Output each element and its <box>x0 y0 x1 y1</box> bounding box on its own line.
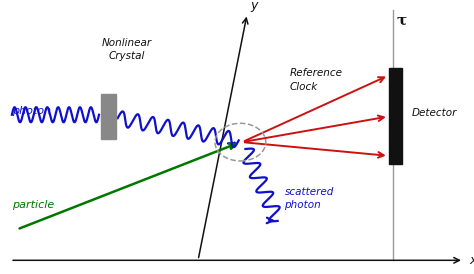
Text: x: x <box>469 254 474 267</box>
Text: particle: particle <box>12 201 54 210</box>
Bar <box>100 94 116 139</box>
Text: τ: τ <box>396 14 406 28</box>
Text: y: y <box>251 0 258 12</box>
Text: photon: photon <box>12 106 51 116</box>
Bar <box>389 68 401 164</box>
Text: Reference
Clock: Reference Clock <box>290 68 343 92</box>
Text: Nonlinear
Crystal: Nonlinear Crystal <box>102 38 152 61</box>
Text: scattered
photon: scattered photon <box>284 187 334 210</box>
Text: Detector: Detector <box>411 108 457 118</box>
